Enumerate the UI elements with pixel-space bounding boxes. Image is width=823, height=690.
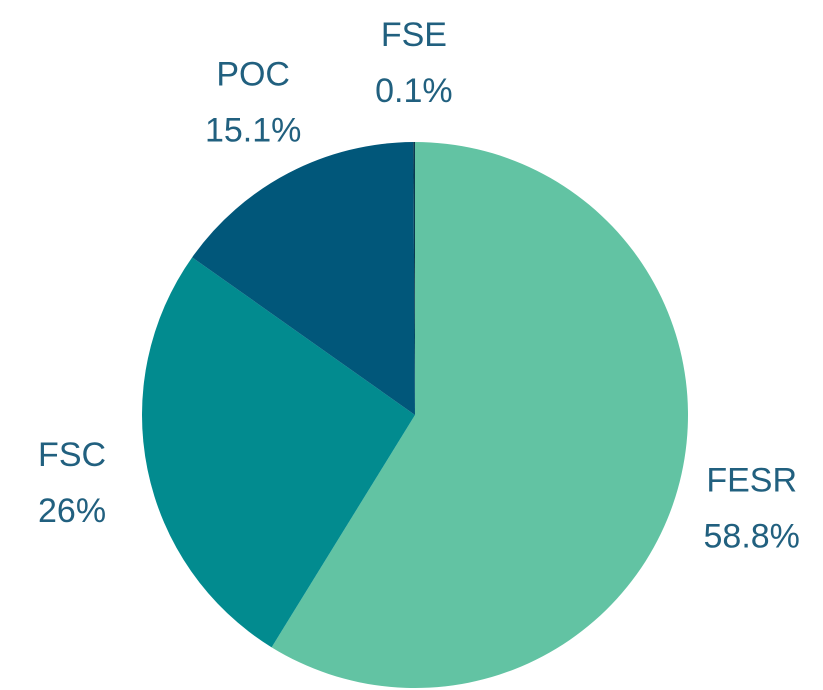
pie-slice	[271, 142, 688, 688]
slice-label: POC	[216, 56, 290, 94]
slice-value-label: 0.1%	[375, 72, 453, 110]
pie-slice	[413, 142, 415, 415]
slice-label: FESR	[706, 462, 797, 500]
slice-label: FSE	[381, 16, 447, 54]
slice-value-label: 26%	[38, 492, 106, 530]
slice-value-label: 58.8%	[704, 518, 800, 556]
slice-label: FSC	[38, 436, 106, 474]
pie-slice	[141, 257, 415, 648]
slice-value-label: 15.1%	[205, 112, 301, 150]
pie-slice	[192, 142, 415, 416]
